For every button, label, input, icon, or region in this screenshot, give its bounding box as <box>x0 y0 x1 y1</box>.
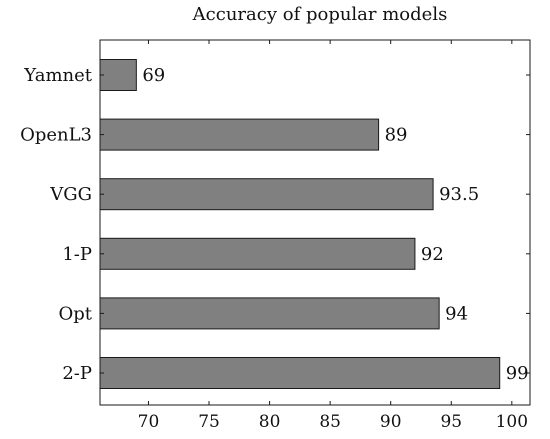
x-tick-label: 90 <box>380 412 402 432</box>
category-label: 1-P <box>62 244 92 265</box>
x-tick-label: 70 <box>138 412 160 432</box>
category-label: Yamnet <box>23 65 93 86</box>
x-tick-label: 85 <box>319 412 341 432</box>
bar-vgg <box>99 178 434 211</box>
bar-2-p <box>99 357 501 389</box>
x-tick-label: 80 <box>259 412 281 432</box>
bar-opt <box>99 297 440 330</box>
x-axis-ticks: 70 75 80 85 90 95 100 <box>138 40 528 432</box>
data-label: 92 <box>421 244 444 265</box>
category-label: 2-P <box>62 363 92 384</box>
data-label: 99 <box>506 363 529 384</box>
bars <box>99 59 501 389</box>
category-labels: Yamnet OpenL3 VGG 1-P Opt 2-P <box>20 65 530 384</box>
data-label: 69 <box>142 65 165 86</box>
plot-area-frame <box>99 39 531 406</box>
bar-openl3 <box>99 118 380 151</box>
x-tick-label: 100 <box>496 412 528 432</box>
category-label: OpenL3 <box>20 125 92 146</box>
data-label: 94 <box>445 303 468 324</box>
bar-1-p <box>99 237 416 270</box>
category-label: VGG <box>49 184 92 205</box>
category-label: Opt <box>58 303 92 324</box>
data-label: 93.5 <box>439 184 479 205</box>
chart-title: Accuracy of popular models <box>192 4 448 25</box>
x-tick-label: 75 <box>198 412 220 432</box>
data-label: 89 <box>385 125 408 146</box>
data-labels: 69 89 93.5 92 94 99 <box>142 65 528 384</box>
x-tick-label: 95 <box>440 412 462 432</box>
bar-yamnet <box>99 59 137 91</box>
